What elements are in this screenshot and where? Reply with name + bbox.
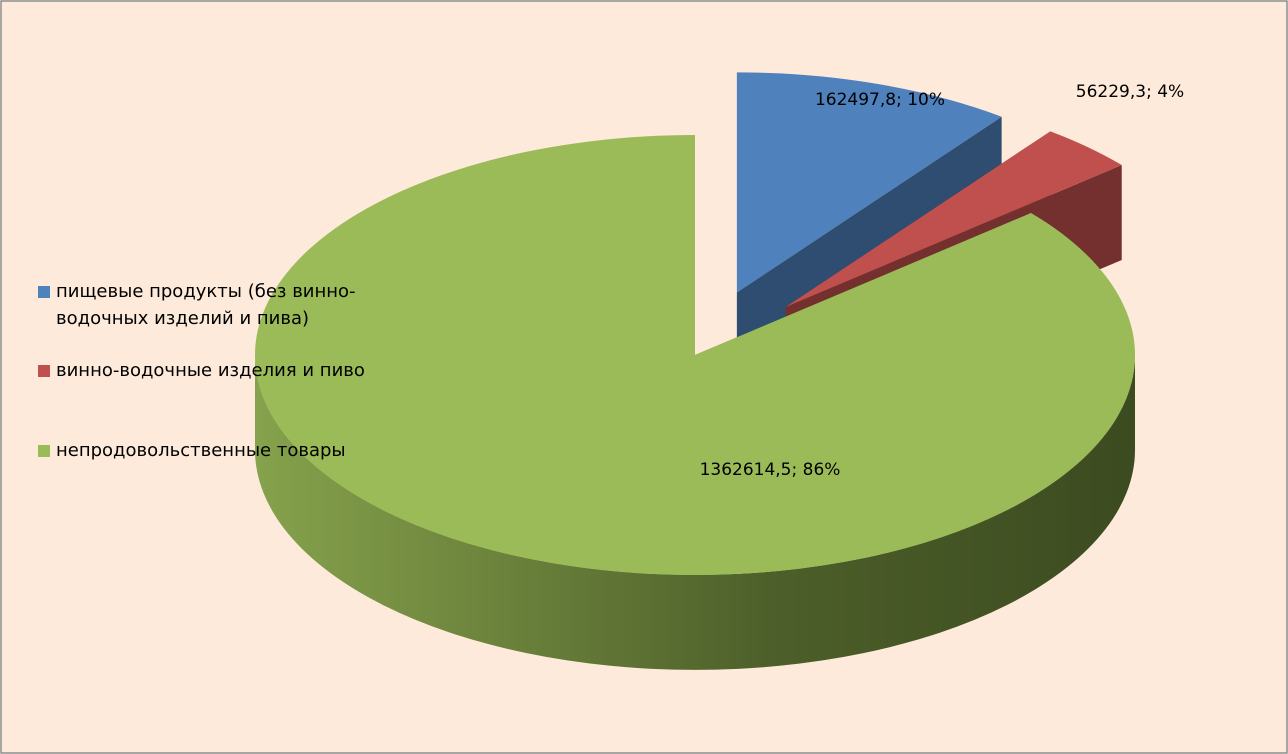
slice	[736, 72, 1002, 293]
data-label: 1362614,5; 86%	[700, 460, 841, 480]
legend-entry: винно-водочные изделия и пиво	[38, 357, 418, 384]
legend-swatch	[38, 445, 50, 457]
legend-label: винно-водочные изделия и пиво	[56, 360, 365, 381]
legend-swatch	[38, 365, 50, 377]
data-label: 56229,3; 4%	[1076, 82, 1184, 102]
slice-side	[255, 355, 1135, 670]
legend-entry: пищевые продукты (без винно-водочных изд…	[38, 278, 418, 332]
slice	[255, 135, 1136, 575]
legend-swatch	[38, 286, 50, 298]
data-label: 162497,8; 10%	[815, 90, 945, 110]
legend-entry: непродовольственные товары	[38, 437, 418, 464]
slice	[785, 131, 1122, 308]
legend-label: пищевые продукты (без винно-водочных изд…	[56, 281, 356, 329]
legend-label: непродовольственные товары	[56, 440, 346, 461]
